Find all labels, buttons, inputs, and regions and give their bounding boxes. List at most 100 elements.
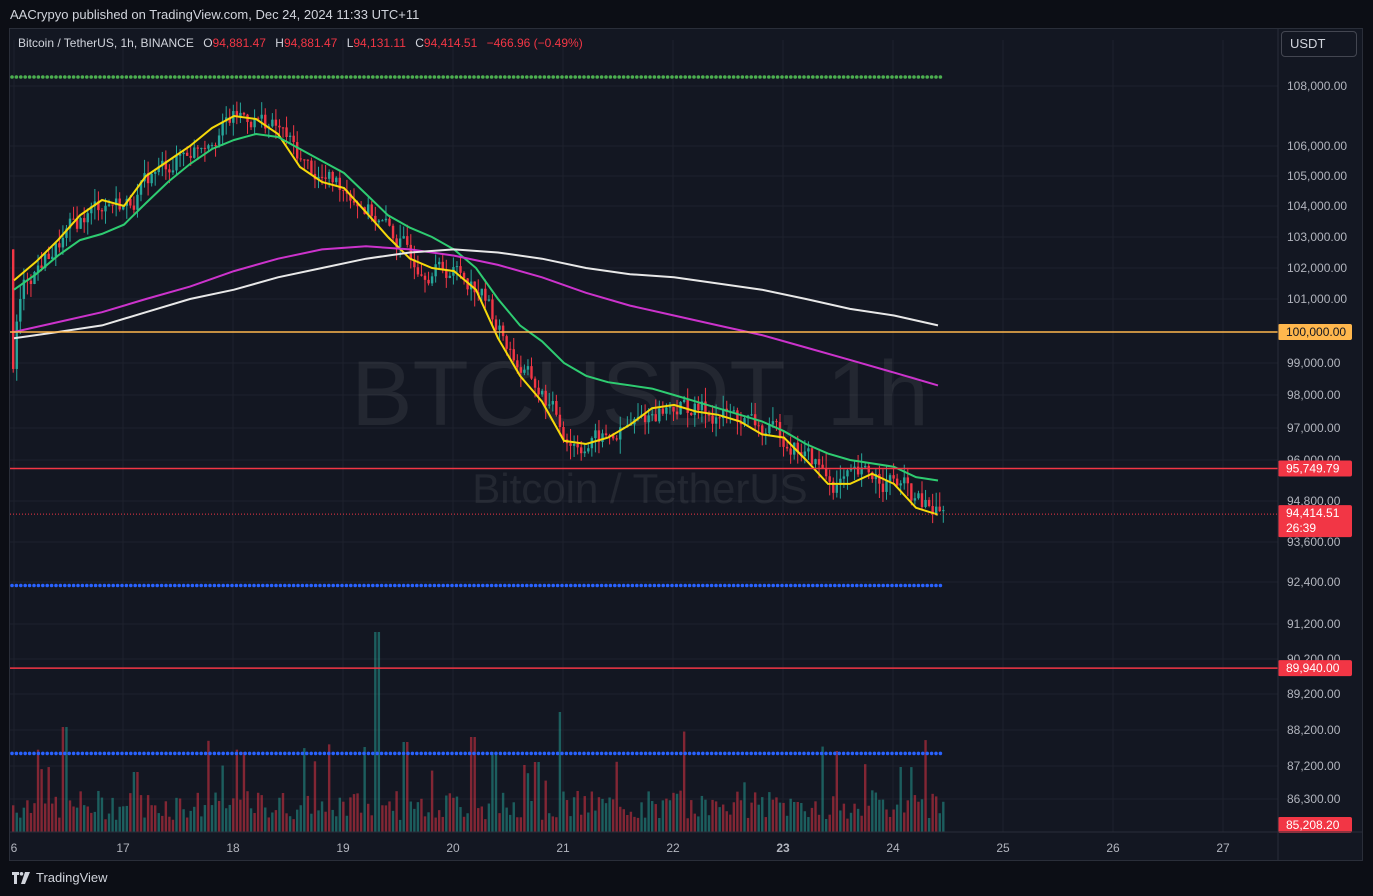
level-dot [146,75,151,79]
candle-body [381,220,384,222]
symbol-legend[interactable]: Bitcoin / TetherUS, 1h, BINANCE O94,881.… [18,36,583,50]
candle-body [509,348,512,350]
volume-bar [895,804,899,832]
level-dot [890,583,894,588]
level-dot [569,751,573,756]
level-dot [327,75,331,79]
volume-bar [86,806,89,832]
y-tick-label: 99,000.00 [1287,356,1341,370]
candle-body [367,204,370,215]
candle-body [242,112,246,115]
level-dot [124,75,129,79]
volume-bar [629,811,633,832]
level-dot [230,75,234,79]
level-dot [630,751,635,756]
volume-bar [47,767,50,832]
volume-bar [154,805,157,832]
volume-bar [271,812,274,832]
level-dot [397,75,402,79]
level-dot [925,751,929,756]
candle-body [68,218,72,229]
level-dot [32,75,36,79]
level-dot [903,751,907,756]
level-dot [701,75,705,79]
volume-bar [150,805,153,832]
level-dot [833,751,837,756]
volume-bar [661,800,665,832]
candle-body [395,238,398,248]
footer-brand[interactable]: TradingView [12,870,108,885]
level-dot [137,583,142,588]
level-dot [252,583,256,588]
level-dot [340,751,344,756]
level-dot [621,75,626,79]
candle-body [221,121,224,136]
footer-brand-text: TradingView [36,870,108,885]
candle-body [253,118,256,128]
volume-bar [228,804,231,832]
candle-body [306,159,310,161]
level-dot [692,583,696,588]
level-dot [780,75,784,79]
volume-bar [604,803,608,832]
volume-bar [381,805,384,832]
level-dot [657,75,661,79]
candle-body [72,218,75,220]
volume-bar [125,805,128,832]
level-dot [388,751,393,756]
level-dot [129,751,133,756]
level-dot [894,75,899,79]
published-caption: AACrypyo published on TradingView.com, D… [10,7,420,22]
level-dot [881,751,885,756]
level-dot [142,75,146,79]
level-dot [27,751,32,756]
chart-frame[interactable] [9,28,1363,861]
level-dot [159,751,164,756]
level-dot [507,583,512,588]
level-dot [736,751,740,756]
level-dot [604,75,608,79]
candle-body [391,225,395,239]
volume-bar [377,632,381,832]
level-dot [476,75,481,79]
volume-bar [565,800,569,832]
level-dot [124,751,129,756]
candle-body [835,484,838,493]
level-dot [582,75,586,79]
level-dot [859,583,863,588]
volume-bar [619,806,622,832]
level-dot [327,751,331,756]
candle-body [139,181,143,195]
volume-bar [636,817,640,832]
level-dot [362,75,366,79]
volume-bar [459,807,462,832]
level-dot [921,583,925,588]
volume-bar [626,815,629,832]
level-dot [384,583,388,588]
level-dot [533,751,538,756]
level-dot [261,75,265,79]
candle-body [349,193,352,201]
volume-bar [519,817,523,832]
volume-bar [225,808,228,832]
level-dot [824,583,828,588]
level-dot [265,751,270,756]
volume-bar [43,803,47,832]
level-dot [379,583,384,588]
currency-button[interactable]: USDT [1281,31,1357,57]
level-dot [41,751,45,756]
level-dot [32,583,36,588]
volume-bar [924,740,927,832]
level-dot [256,583,261,588]
candle-body [697,403,700,411]
level-dot [406,751,410,756]
level-dot [115,751,120,756]
candle-body [647,415,650,423]
level-dot [230,751,234,756]
level-dot [481,75,485,79]
volume-bar [576,790,579,832]
volume-bar [178,798,182,832]
level-dot [357,751,362,756]
volume-bar [256,792,260,832]
